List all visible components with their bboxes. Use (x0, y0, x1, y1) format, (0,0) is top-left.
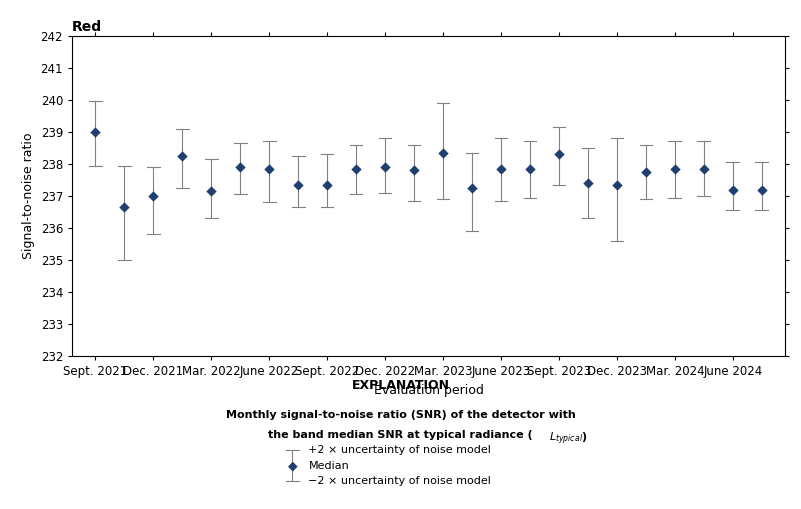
Point (234, 163, 247, 171)
Point (263, 164, 276, 173)
Point (727, 185, 739, 193)
Text: Median: Median (308, 461, 349, 471)
Point (379, 163, 392, 171)
Text: ◆: ◆ (288, 459, 297, 472)
Point (639, 168, 652, 176)
Text: the band median SNR at typical radiance (: the band median SNR at typical radiance … (268, 430, 533, 440)
Point (553, 150, 566, 158)
Y-axis label: Signal-to-noise ratio: Signal-to-noise ratio (22, 133, 35, 259)
Point (118, 203, 131, 211)
Point (89, 128, 102, 136)
Point (698, 164, 710, 173)
Point (610, 181, 623, 189)
Point (350, 164, 363, 173)
Point (755, 185, 768, 193)
Point (205, 187, 218, 195)
Text: $\mathit{L}_\mathit{typical}$): $\mathit{L}_\mathit{typical}$) (549, 430, 587, 446)
Point (524, 164, 537, 173)
Text: +2 × uncertainty of noise model: +2 × uncertainty of noise model (308, 445, 491, 456)
Text: Red: Red (72, 20, 103, 35)
Text: Monthly signal-to-noise ratio (SNR) of the detector with: Monthly signal-to-noise ratio (SNR) of t… (226, 410, 575, 420)
Point (320, 181, 333, 189)
Point (147, 192, 159, 200)
Point (494, 164, 507, 173)
Text: −2 × uncertainty of noise model: −2 × uncertainty of noise model (308, 476, 491, 486)
X-axis label: Evaluation period: Evaluation period (373, 384, 484, 397)
Point (669, 164, 682, 173)
Point (437, 149, 449, 157)
Text: EXPLANATION: EXPLANATION (352, 379, 449, 392)
Point (292, 181, 304, 189)
Point (582, 179, 594, 187)
Point (408, 166, 421, 175)
Point (175, 152, 188, 160)
Point (465, 184, 478, 192)
